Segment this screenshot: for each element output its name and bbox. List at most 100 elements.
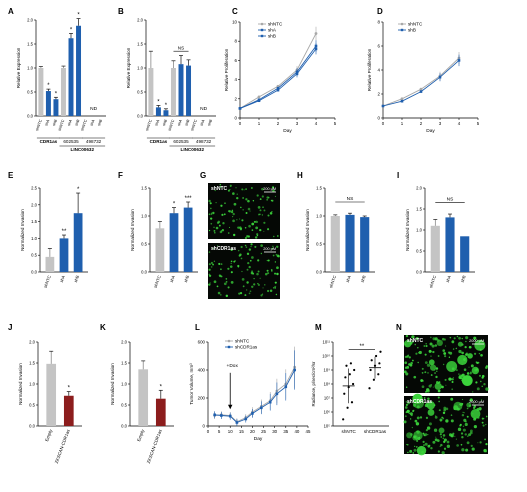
data-point [275,392,279,396]
data-point [235,421,239,424]
cell-spot [412,452,415,454]
cell-spot [210,213,213,216]
cell-spot [263,209,266,212]
cell-spot [236,196,239,200]
cell-spot [445,419,449,423]
bar [73,213,83,272]
significance-star: * [157,99,160,105]
data-point [350,401,354,404]
cell-spot [436,439,440,442]
x-tick-label: ZKSCAN-CDR1as [146,428,163,464]
cell-spot [470,444,473,447]
data-point [257,95,261,99]
cell-spot [439,433,442,436]
cell-spot [479,374,481,377]
cell-spot [437,396,440,399]
cell-spot [249,259,252,262]
cell-spot [474,339,486,351]
x-tick-label: shNTC [58,119,66,132]
group-label: 602535 [63,139,79,144]
cell-spot [408,363,411,366]
cell-spot [208,229,211,232]
data-point [276,88,280,92]
cell-spot [252,200,255,202]
cell-spot [443,408,447,412]
cell-spot [220,204,223,207]
data-point [400,97,404,101]
cell-spot [405,403,409,406]
cell-spot [481,374,485,378]
cell-spot [246,252,250,256]
x-tick-label: shB [359,274,366,283]
cell-spot [461,337,463,340]
data-point [345,364,348,367]
series-line [214,366,296,423]
cell-spot [434,369,436,371]
x-tick-label: Empty [44,428,53,442]
cell-spot [232,192,235,195]
cell-spot [466,407,469,410]
x-tick-label: 0 [207,429,210,434]
cell-spot [450,397,454,401]
panel-letter-a: A [8,7,14,16]
cell-spot [257,259,260,262]
cell-spot [251,285,254,288]
cell-spot [465,336,469,340]
cell-spot [219,274,222,278]
group-label: CDR1as [40,139,58,144]
cell-spot [241,270,243,273]
series-line [382,60,460,107]
cell-spot [460,432,464,435]
cell-spot [438,427,445,434]
cell-spot [210,207,212,210]
cell-spot [458,373,460,375]
y-tick-label: 1.0 [27,66,33,71]
y-tick-label: 10⁹ [324,368,331,373]
cell-spot [403,370,407,374]
cell-spot [448,377,452,381]
cell-spot [435,367,439,370]
cell-spot [431,344,435,348]
cell-spot [462,399,464,401]
cell-spot [436,370,438,373]
micrograph-label: shCDR1as [407,399,432,405]
cell-spot [471,391,474,393]
cell-spot [248,265,251,269]
legend-label: shCDR1as [235,345,258,350]
cell-spot [458,336,461,340]
y-axis-label: Relative Proliferation [224,48,229,91]
cell-spot [227,232,230,234]
x-tick-label: shA [154,119,160,127]
cell-spot [481,417,484,420]
cell-spot [209,282,211,284]
bar [155,228,165,272]
data-point [314,32,318,35]
cell-spot [215,202,217,204]
cell-spot [474,368,478,372]
y-tick-label: 0.5 [27,90,33,95]
x-tick-label: 3 [296,121,299,126]
scale-label: 2000 µM [469,400,484,404]
cell-spot [263,221,266,224]
cell-spot [455,438,457,440]
cell-spot [477,442,479,444]
y-tick-label: 0 [203,424,206,429]
supergroup-label: LINC00632 [181,147,205,152]
y-tick-label: 2.0 [27,18,33,23]
significance-star: * [55,91,58,97]
cell-spot [478,352,481,355]
cell-spot [406,443,409,446]
cell-spot [414,343,417,346]
cell-spot [241,188,244,191]
cell-spot [430,355,432,357]
cell-spot [240,245,243,249]
cell-spot [222,222,225,225]
panel-letter-h: H [297,171,303,180]
cell-spot [275,253,278,256]
cell-spot [242,285,245,288]
cell-spot [247,199,250,203]
cell-spot [261,187,264,191]
cell-spot [271,211,273,213]
panel-letter-m: M [315,323,322,332]
cell-spot [468,404,471,407]
